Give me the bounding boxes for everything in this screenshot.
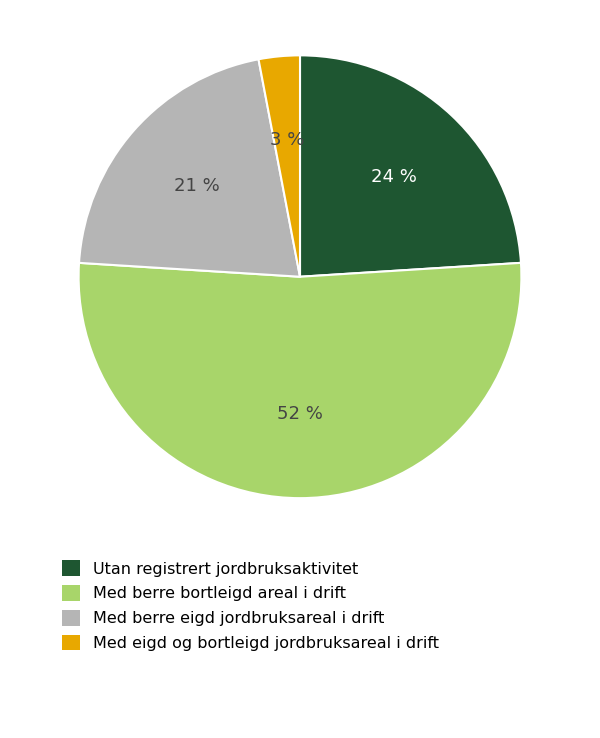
Legend: Utan registrert jordbruksaktivitet, Med berre bortleigd areal i drift, Med berre: Utan registrert jordbruksaktivitet, Med … bbox=[56, 554, 445, 658]
Text: 21 %: 21 % bbox=[174, 177, 220, 195]
Text: 3 %: 3 % bbox=[270, 131, 304, 149]
Text: 24 %: 24 % bbox=[371, 168, 417, 186]
Wedge shape bbox=[79, 59, 300, 277]
Wedge shape bbox=[259, 55, 300, 277]
Text: 52 %: 52 % bbox=[277, 405, 323, 423]
Wedge shape bbox=[300, 55, 521, 277]
Wedge shape bbox=[79, 263, 521, 498]
